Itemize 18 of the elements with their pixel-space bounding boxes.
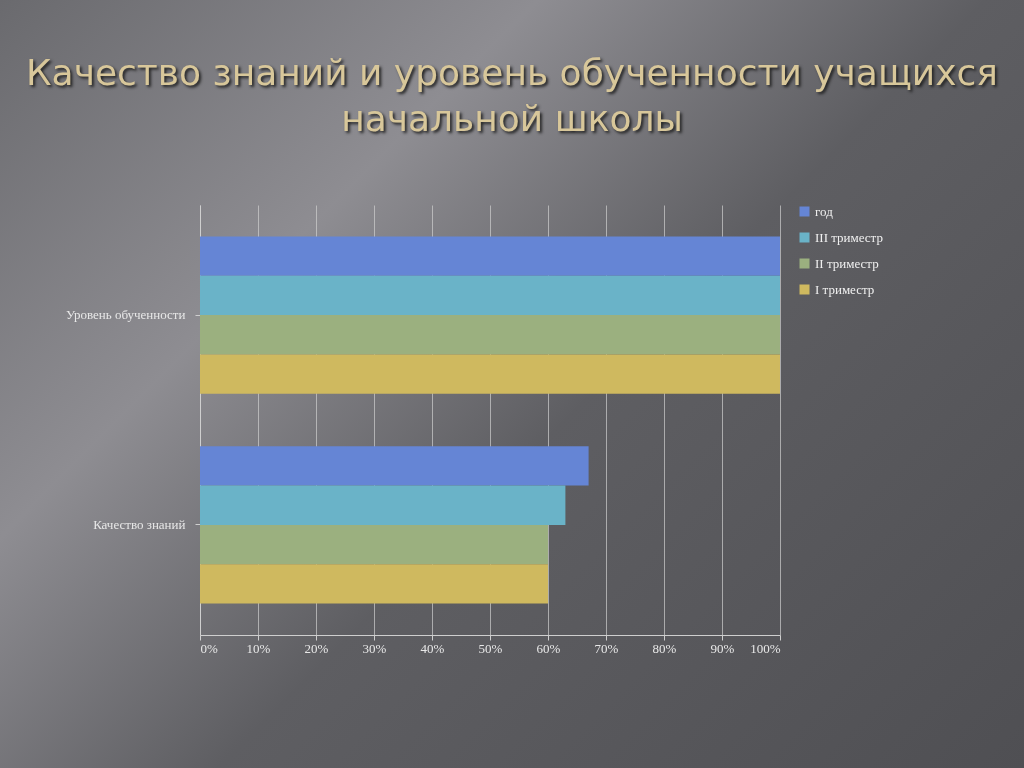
y-tick-label: Качество знаний xyxy=(93,516,186,532)
legend-label: II триместр xyxy=(815,255,879,271)
x-tick-label: 0% xyxy=(200,640,218,656)
x-tick-label: 70% xyxy=(594,640,619,656)
legend-label: III триместр xyxy=(815,229,883,245)
x-tick-label: 80% xyxy=(652,640,677,656)
x-tick-label: 100% xyxy=(750,640,781,656)
x-tick-label: 30% xyxy=(362,640,387,656)
x-tick-label: 60% xyxy=(536,640,561,656)
chart-title: Качество знаний и уровень обученности учащихся начальной школы xyxy=(25,51,999,141)
x-tick-label: 20% xyxy=(304,640,329,656)
x-tick-label: 40% xyxy=(420,640,445,656)
x-tick-label: 50% xyxy=(478,640,503,656)
legend-label: год xyxy=(815,203,834,219)
legend-label: I триместр xyxy=(815,281,875,297)
x-tick-label: 90% xyxy=(710,640,735,656)
x-tick-label: 10% xyxy=(246,640,271,656)
y-tick-label: Уровень обученности xyxy=(65,307,186,323)
